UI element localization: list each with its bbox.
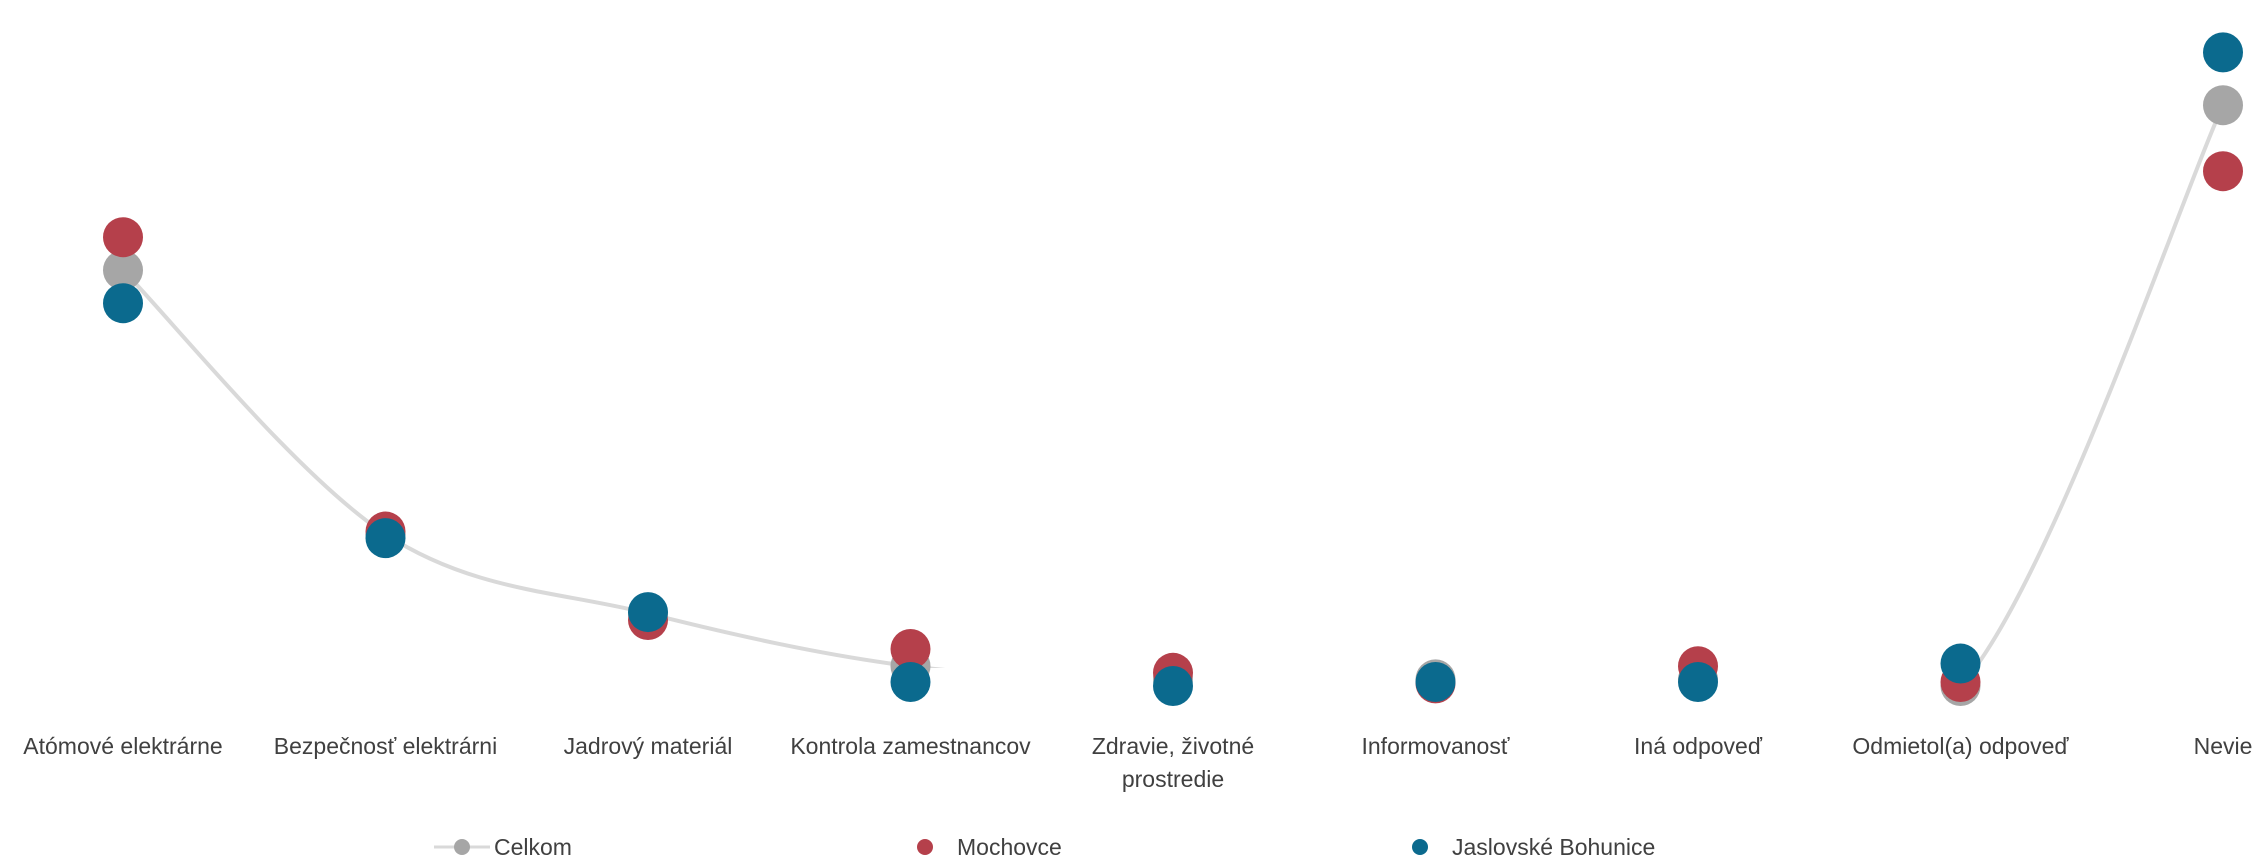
jaslovske-bohunice-point-3 (628, 592, 668, 633)
legend-marker-swatch (917, 839, 933, 855)
mochovce-point-1 (103, 217, 143, 258)
legend-item-celkom: Celkom (434, 834, 572, 858)
x-tick-label-1: Atómové elektrárne (23, 733, 222, 759)
legend-label: Mochovce (957, 834, 1062, 858)
x-tick-label-5: Zdravie, životné prostredie (1092, 733, 1254, 792)
jaslovske-bohunice-point-2 (365, 518, 406, 559)
mochovce-point-4 (890, 629, 931, 670)
jaslovske-bohunice-point-1 (103, 283, 143, 324)
legend-marker-swatch (454, 839, 470, 855)
x-tick-label-9: Nevie (2194, 733, 2253, 759)
x-tick-labels: Atómové elektrárne Bezpečnosť elektrárni J… (23, 733, 2252, 792)
x-tick-label-4: Kontrola zamestnancov (790, 733, 1031, 759)
mochovce-point-9 (2203, 151, 2243, 192)
x-tick-label-8: Odmietol(a) odpoveď (1852, 733, 2069, 759)
celkom-series-line (121, 104, 2225, 668)
x-tick-label-3: Jadrový materiál (564, 733, 733, 759)
series-line-layer (121, 104, 2225, 668)
legend-item-mochovce: Mochovce (917, 834, 1062, 858)
jaslovske-bohunice-point-9 (2203, 32, 2243, 73)
jaslovske-bohunice-point-6 (1415, 662, 1456, 703)
legend: Celkom Mochovce Jaslovské Bohunice (434, 834, 1655, 858)
jaslovske-bohunice-point-7 (1678, 662, 1718, 703)
celkom-point-9 (2203, 85, 2243, 126)
legend-label: Celkom (494, 834, 572, 858)
legend-marker-swatch (1412, 839, 1428, 855)
x-tick-label-7: Iná odpoveď (1634, 733, 1763, 759)
marker-layer (103, 32, 2243, 706)
celkom-point-1 (103, 250, 143, 291)
legend-item-jaslovske-bohunice: Jaslovské Bohunice (1412, 834, 1655, 858)
x-tick-label-2: Bezpečnosť elektrárni (274, 733, 497, 759)
x-tick-label-6: Informovanosť (1362, 733, 1510, 759)
legend-label: Jaslovské Bohunice (1452, 834, 1655, 858)
jaslovske-bohunice-point-8 (1940, 643, 1981, 684)
jaslovske-bohunice-point-4 (890, 662, 931, 703)
jaslovske-bohunice-point-5 (1153, 666, 1193, 706)
